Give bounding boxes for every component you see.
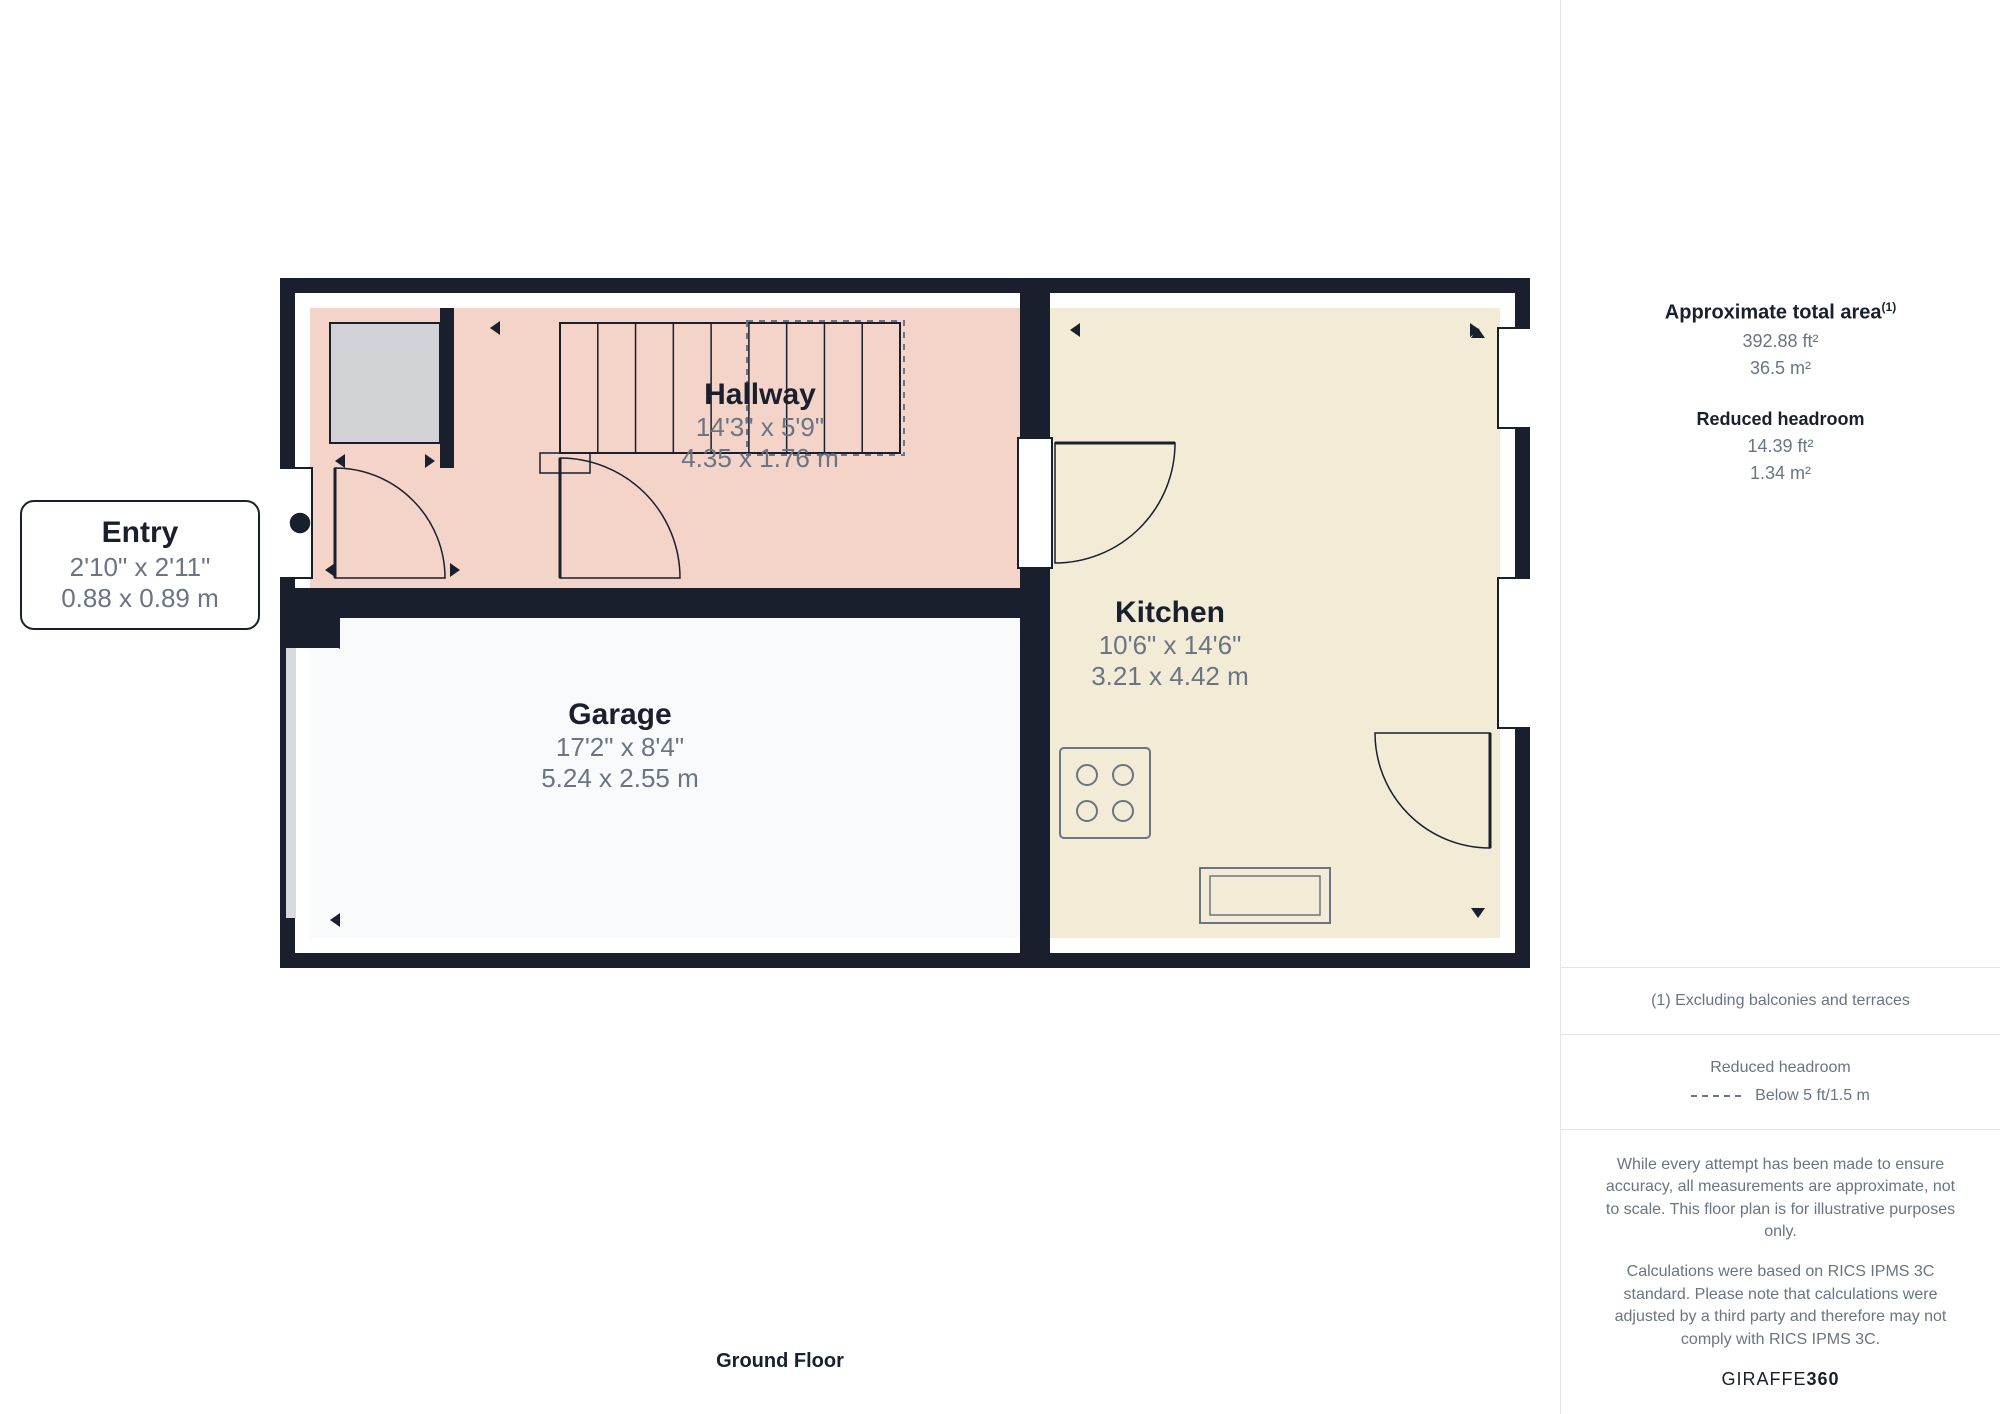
hallway-label: Hallway 14'3" x 5'9" 4.35 x 1.76 m [610,378,910,474]
reduced-ft: 14.39 ft² [1601,436,1960,457]
garage-dim-imperial: 17'2" x 8'4" [470,732,770,763]
sidebar-stats: Approximate total area(1) 392.88 ft² 36.… [1561,0,2000,484]
reduced-heading: Reduced headroom [1601,409,1960,430]
brand-logo: GIRAFFE360 [1601,1369,1960,1390]
sidebar: Approximate total area(1) 392.88 ft² 36.… [1560,0,2000,1414]
dashed-line-icon [1691,1095,1741,1097]
kitchen-dim-metric: 3.21 x 4.42 m [1020,661,1320,692]
garage-dim-metric: 5.24 x 2.55 m [470,763,770,794]
closet [330,323,440,443]
brand-prefix: GIRAFFE [1721,1369,1806,1389]
footnote: (1) Excluding balconies and terraces [1561,967,2000,1034]
entry-name: Entry [22,516,258,550]
total-area-m: 36.5 m² [1601,358,1960,379]
hallway-dim-metric: 4.35 x 1.76 m [610,443,910,474]
sidebar-bottom: (1) Excluding balconies and terraces Red… [1561,967,2000,1414]
entry-dim-metric: 0.88 x 0.89 m [22,583,258,614]
legend-line: Below 5 ft/1.5 m [1601,1087,1960,1105]
legend: Reduced headroom Below 5 ft/1.5 m [1561,1034,2000,1129]
hallway-dim-imperial: 14'3" x 5'9" [610,412,910,443]
floorplan-area: Entry 2'10" x 2'11" 0.88 x 0.89 m Hall [0,0,1560,1414]
hallway-name: Hallway [610,378,910,412]
kitchen-label: Kitchen 10'6" x 14'6" 3.21 x 4.42 m [1020,596,1320,692]
total-area-ft: 392.88 ft² [1601,331,1960,352]
total-area-note: (1) [1882,300,1897,314]
entry-dim-imperial: 2'10" x 2'11" [22,552,258,583]
garage-label: Garage 17'2" x 8'4" 5.24 x 2.55 m [470,698,770,794]
disclaimer: While every attempt has been made to ens… [1561,1129,2000,1414]
brand-suffix: 360 [1806,1369,1839,1389]
reduced-m: 1.34 m² [1601,463,1960,484]
total-area-label: Approximate total area [1665,302,1882,324]
legend-value: Below 5 ft/1.5 m [1755,1087,1870,1105]
kitchen-name: Kitchen [1020,596,1320,630]
total-area-heading: Approximate total area(1) [1601,300,1960,325]
floor-label: Ground Floor [0,1350,1560,1373]
garage-name: Garage [470,698,770,732]
kitchen-dim-imperial: 10'6" x 14'6" [1020,630,1320,661]
legend-title: Reduced headroom [1601,1059,1960,1077]
disclaimer-1: While every attempt has been made to ens… [1601,1154,1960,1244]
entry-callout: Entry 2'10" x 2'11" 0.88 x 0.89 m [20,500,260,630]
disclaimer-2: Calculations were based on RICS IPMS 3C … [1601,1261,1960,1351]
